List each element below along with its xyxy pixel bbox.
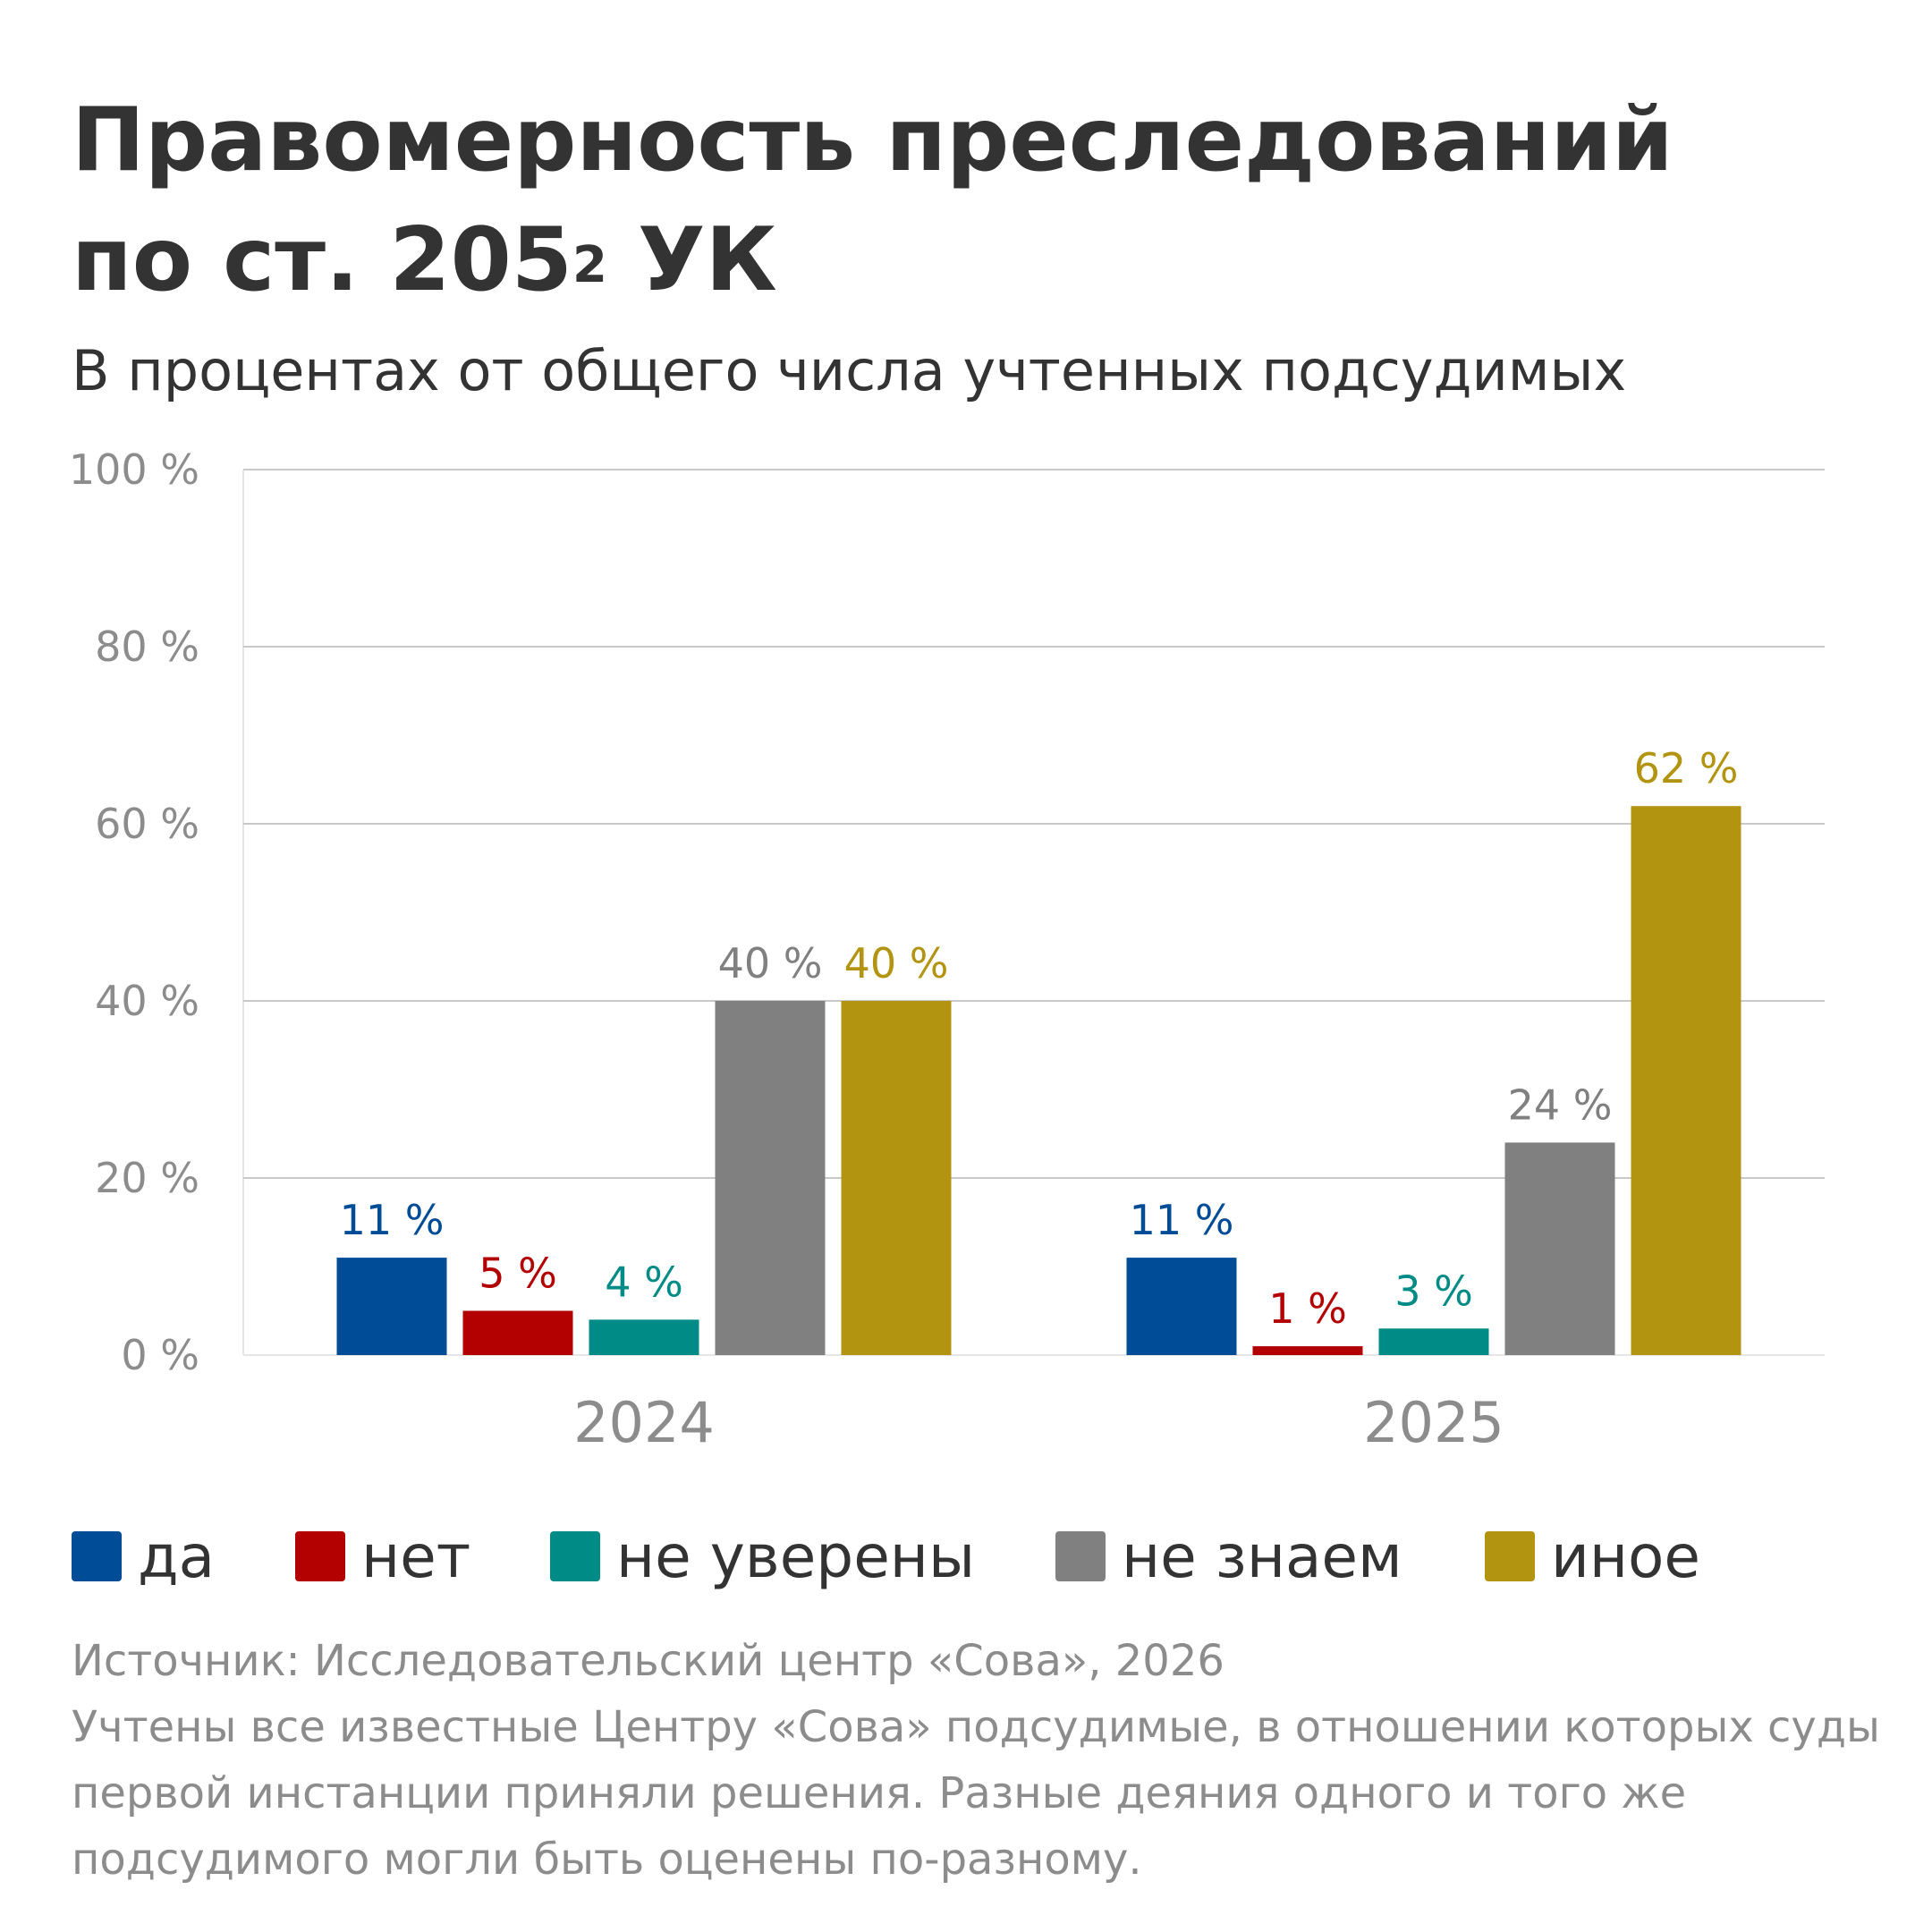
bar-2024-да (336, 1258, 447, 1355)
legend-item-ne-uvereny: не уверены (550, 1512, 975, 1601)
legend-swatch-net (295, 1531, 345, 1581)
chart-subtitle: В процентах от общего числа учтенных под… (72, 338, 1627, 403)
legend-swatch-ne-znaem (1055, 1531, 1106, 1581)
x-category-label-2024: 2024 (573, 1390, 715, 1455)
data-label-2025-иное: 62 % (1634, 744, 1739, 792)
bar-2025-нет (1252, 1346, 1363, 1355)
source-line-3: первой инстанции приняли решения. Разные… (72, 1768, 1687, 1818)
chart-title: Правомерность преследований по ст. 2052 … (72, 80, 1860, 320)
y-tick-label-100: 100 % (69, 445, 199, 494)
source-line-2: Учтены все известные Центру «Сова» подсу… (72, 1702, 1880, 1752)
legend-swatch-ne-uvereny (550, 1531, 600, 1581)
bar-2024-не-уверены (589, 1319, 699, 1355)
bar-2025-иное (1631, 806, 1741, 1355)
data-label-2024-не-знаем: 40 % (718, 939, 823, 987)
legend-label-ne-znaem: не знаем (1122, 1521, 1402, 1591)
title-line-2-suffix: УК (606, 209, 777, 311)
data-label-2025-не-уверены: 3 % (1394, 1267, 1473, 1315)
bar-2024-иное (841, 1001, 952, 1355)
bar-2025-не-знаем (1504, 1142, 1615, 1355)
y-tick-label-80: 80 % (95, 623, 199, 671)
title-line-2: по ст. 2052 УК (72, 200, 1860, 320)
data-label-2025-не-знаем: 24 % (1508, 1080, 1613, 1129)
legend-label-da: да (138, 1521, 216, 1591)
legend-label-inoe: иное (1551, 1521, 1701, 1591)
data-label-2024-нет: 5 % (479, 1250, 557, 1298)
bar-2024-нет (462, 1310, 573, 1355)
bar-2025-да (1126, 1258, 1237, 1355)
source-line-1: Источник: Исследовательский центр «Сова»… (72, 1636, 1224, 1686)
y-tick-label-60: 60 % (95, 800, 199, 848)
title-superscript: 2 (572, 236, 607, 294)
legend-swatch-da (72, 1531, 122, 1581)
title-line-2-prefix: по ст. 205 (72, 209, 572, 311)
source-line-4: подсудимого могли быть оценены по-разном… (72, 1835, 1142, 1885)
data-label-2024-не-уверены: 4 % (605, 1258, 683, 1306)
legend-item-inoe: иное (1485, 1512, 1700, 1601)
bar-2024-не-знаем (715, 1001, 826, 1355)
y-tick-label-40: 40 % (95, 977, 199, 1025)
legend-item-da: да (72, 1512, 215, 1601)
bar-chart: 0 % 20 % 40 % 60 % 80 % 100 % 11 % 5 % 4 % 40 % 40… (69, 445, 1825, 1455)
legend-item-net: нет (295, 1512, 470, 1601)
legend-item-ne-znaem: не знаем (1055, 1512, 1402, 1601)
legend-label-net: нет (361, 1521, 471, 1591)
data-label-2024-да: 11 % (340, 1196, 445, 1244)
legend-swatch-inoe (1485, 1531, 1535, 1581)
legend: да нет не уверены не знаем иное (72, 1512, 1896, 1601)
data-label-2024-иное: 40 % (844, 939, 949, 987)
title-line-1: Правомерность преследований (72, 89, 1674, 191)
x-category-label-2025: 2025 (1363, 1390, 1504, 1455)
data-label-2025-нет: 1 % (1268, 1284, 1347, 1333)
source-note: Источник: Исследовательский центр «Сова»… (72, 1628, 1896, 1893)
legend-label-ne-uvereny: не уверены (616, 1521, 976, 1591)
y-tick-label-0: 0 % (121, 1331, 199, 1379)
y-tick-label-20: 20 % (95, 1154, 199, 1202)
bar-2025-не-уверены (1378, 1328, 1489, 1355)
data-label-2025-да: 11 % (1130, 1196, 1234, 1244)
